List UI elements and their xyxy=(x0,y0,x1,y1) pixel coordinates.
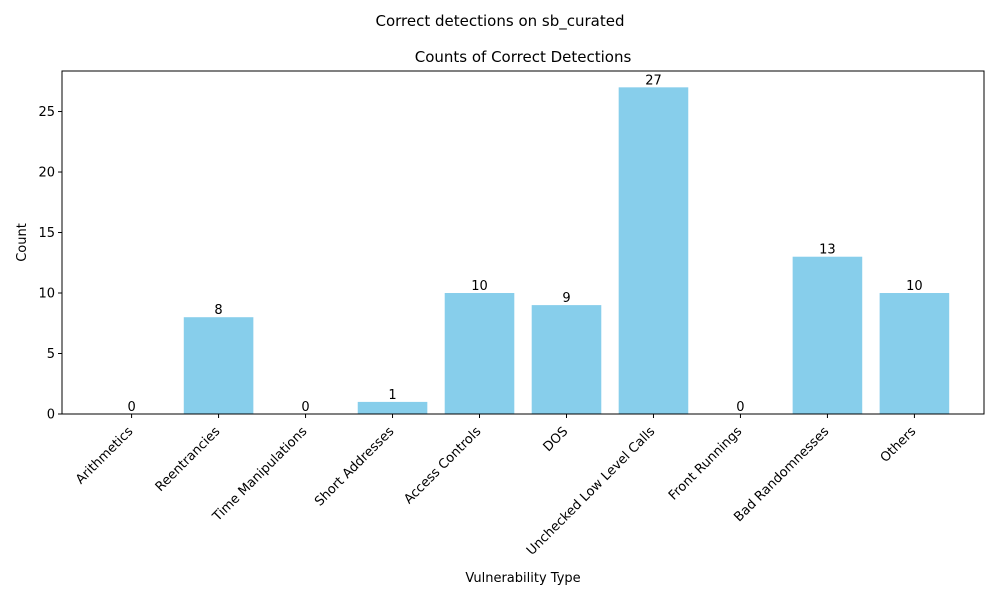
x-tick-label: Others xyxy=(878,424,920,466)
bar-value-label: 13 xyxy=(819,243,836,258)
bar-value-label: 1 xyxy=(388,388,396,403)
bar-value-label: 0 xyxy=(736,400,744,415)
x-tick-label: Bad Randomnesses xyxy=(731,424,832,525)
y-tick-label: 20 xyxy=(38,166,55,181)
plot-area: 0 8 0 1 10 9 27 0 13 10 0 5 10 15 20 25 Arithmetics Ree… xyxy=(38,70,985,559)
bar xyxy=(444,293,515,414)
bar xyxy=(357,401,428,414)
x-tick-label: Access Controls xyxy=(401,424,484,507)
bar-value-label: 10 xyxy=(906,279,923,294)
bar xyxy=(618,87,689,414)
x-tick-label: Arithmetics xyxy=(73,424,136,487)
chart-title: Counts of Correct Detections xyxy=(415,48,632,66)
bar xyxy=(531,305,602,414)
bar xyxy=(183,317,254,414)
bars-group xyxy=(183,87,950,414)
y-tick-label: 25 xyxy=(38,105,55,120)
y-axis: 0 5 10 15 20 25 xyxy=(38,105,62,423)
plot-frame xyxy=(61,70,985,415)
bar-value-label: 0 xyxy=(127,400,135,415)
bar xyxy=(879,293,950,414)
x-tick-label: Reentrancies xyxy=(153,424,224,495)
bar-value-labels: 0 8 0 1 10 9 27 0 13 10 xyxy=(127,73,922,415)
bar-value-label: 0 xyxy=(301,400,309,415)
y-tick-label: 0 xyxy=(47,408,55,423)
bar-value-label: 10 xyxy=(471,279,488,294)
x-tick-label: DOS xyxy=(541,424,572,455)
x-tick-label: Short Addresses xyxy=(312,424,397,509)
bar-value-label: 8 xyxy=(214,303,222,318)
y-axis-label: Count xyxy=(15,223,30,262)
x-tick-label: Front Runnings xyxy=(666,424,745,503)
bar-value-label: 27 xyxy=(645,73,662,88)
bar-value-label: 9 xyxy=(562,291,570,306)
bar xyxy=(792,256,863,414)
x-axis-label: Vulnerability Type xyxy=(465,571,580,586)
y-tick-label: 15 xyxy=(38,226,55,241)
y-tick-label: 5 xyxy=(47,347,55,362)
x-tick-label: Time Manipulations xyxy=(209,424,310,525)
y-tick-label: 10 xyxy=(38,287,55,302)
figure-suptitle: Correct detections on sb_curated xyxy=(376,12,625,31)
